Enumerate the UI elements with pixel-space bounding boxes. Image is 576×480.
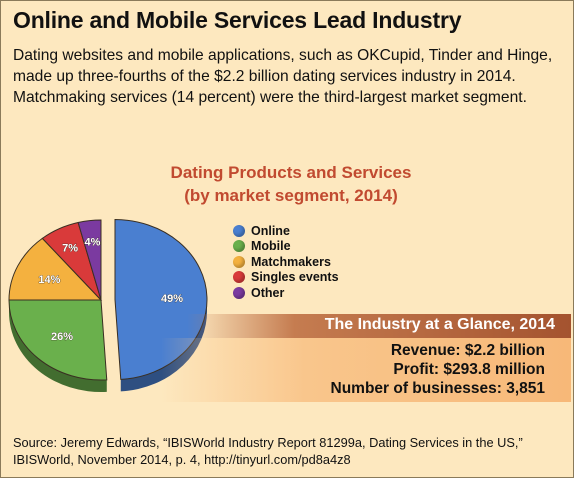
legend-label: Singles events — [251, 270, 339, 285]
pie-slice-other — [77, 219, 102, 301]
legend-swatch — [233, 224, 245, 237]
legend-item-singles-events: Singles events — [233, 270, 339, 286]
glance-title: The Industry at a Glance, 2014 — [324, 316, 555, 333]
businesses-stat: Number of businesses: 3,851 — [330, 380, 546, 397]
glance-panel: Revenue: $2.2 billion Profit: $293.8 mil… — [161, 338, 571, 402]
pie-slice-mobile — [8, 299, 108, 381]
pie-label-online: 49% — [161, 293, 183, 305]
legend-item-matchmakers: Matchmakers — [233, 254, 339, 270]
legend-label: Online — [251, 223, 290, 238]
chart-subtitle: (by market segment, 2014) — [184, 186, 398, 205]
chart-legend: Online Mobile Matchmakers Singles events Oth… — [233, 223, 339, 301]
pie-label-singles-events: 7% — [62, 242, 78, 254]
profit-stat: Profit: $293.8 million — [393, 361, 545, 378]
legend-swatch — [233, 271, 245, 284]
chart-title: Dating Products and Services — [170, 163, 412, 182]
legend-swatch — [233, 286, 245, 299]
source-citation: Source: Jeremy Edwards, “IBISWorld Indus… — [13, 435, 523, 467]
glance-header: The Industry at a Glance, 2014 — [187, 314, 571, 338]
pie-slice-matchmakers — [8, 237, 103, 301]
pie-label-mobile: 26% — [51, 331, 73, 343]
legend-item-mobile: Mobile — [233, 239, 339, 255]
pie-side-mobile — [9, 300, 107, 392]
intro-paragraph: Dating websites and mobile applications,… — [13, 47, 553, 106]
pie-label-matchmakers: 14% — [38, 274, 60, 286]
legend-label: Matchmakers — [251, 254, 331, 269]
headline: Online and Mobile Services Lead Industry — [13, 7, 462, 33]
legend-label: Other — [251, 285, 285, 300]
revenue-stat: Revenue: $2.2 billion — [390, 342, 545, 359]
legend-item-other: Other — [233, 285, 339, 301]
legend-swatch — [233, 240, 245, 253]
legend-item-online: Online — [233, 223, 339, 239]
pie-label-other: 4% — [85, 236, 101, 248]
legend-swatch — [233, 255, 245, 268]
legend-label: Mobile — [251, 239, 291, 254]
chart-title-block: Dating Products and Services (by market … — [141, 161, 441, 207]
